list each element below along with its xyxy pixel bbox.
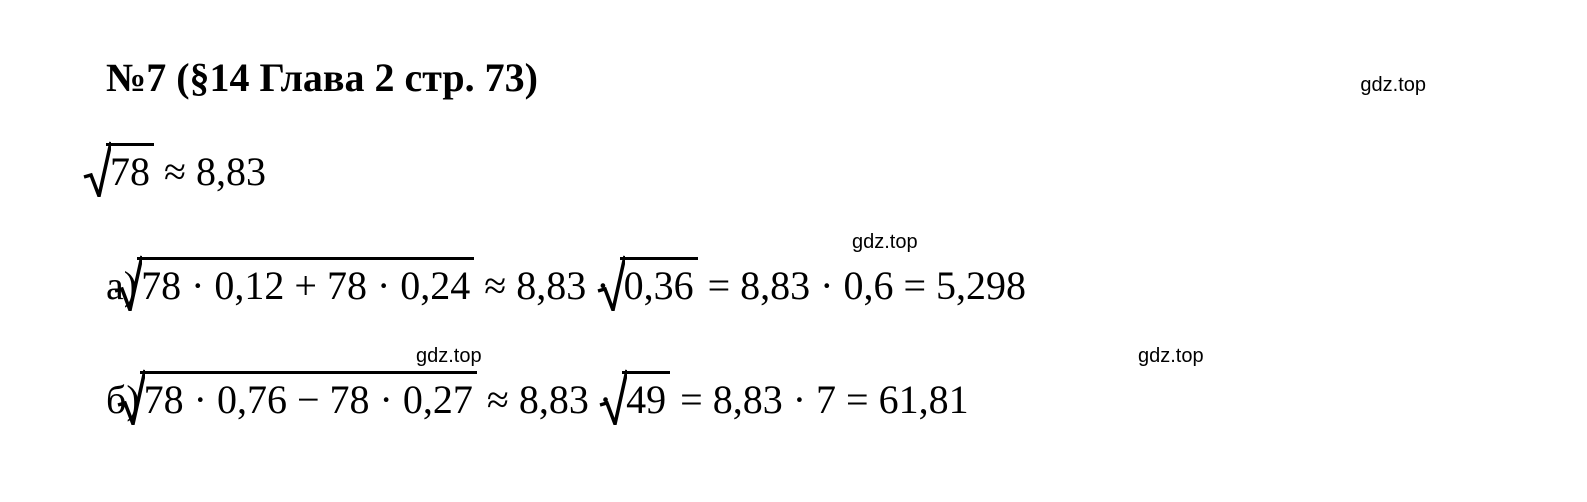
watermark-b2: gdz.top	[1138, 345, 1204, 368]
radical-icon	[597, 255, 625, 311]
sqrt-a2: 0,36	[620, 257, 698, 309]
rest-b: = 8,83 · 7 = 61,81	[670, 377, 968, 422]
radical-icon	[599, 369, 627, 425]
radical-icon	[114, 255, 142, 311]
rest-a: = 8,83 · 0,6 = 5,298	[698, 263, 1026, 308]
radical-icon	[83, 141, 111, 197]
line-a: gdz.top а) 78 · 0,12 + 78 · 0,24 ≈ 8,83 …	[106, 257, 1587, 313]
page-title: №7 (§14 Глава 2 стр. 73)	[106, 54, 538, 101]
radicand-a1: 78 · 0,12 + 78 · 0,24	[137, 257, 474, 309]
radicand-b1: 78 · 0,76 − 78 · 0,27	[140, 371, 477, 423]
radicand-b2: 49	[622, 371, 670, 423]
watermark-b1: gdz.top	[416, 345, 482, 368]
line-sqrt78: 78 ≈ 8,83	[106, 143, 1587, 199]
line1-rest: ≈ 8,83	[154, 149, 266, 194]
radicand-78: 78	[106, 143, 154, 195]
sqrt-78: 78	[106, 143, 154, 195]
radicand-a2: 0,36	[620, 257, 698, 309]
watermark-a: gdz.top	[852, 231, 918, 254]
sqrt-b1: 78 · 0,76 − 78 · 0,27	[140, 371, 477, 423]
watermark-top: gdz.top	[1360, 74, 1426, 97]
sqrt-a1: 78 · 0,12 + 78 · 0,24	[137, 257, 474, 309]
sqrt-b2: 49	[622, 371, 670, 423]
line-b: gdz.top gdz.top б) 78 · 0,76 − 78 · 0,27…	[106, 371, 1587, 427]
radical-icon	[117, 369, 145, 425]
